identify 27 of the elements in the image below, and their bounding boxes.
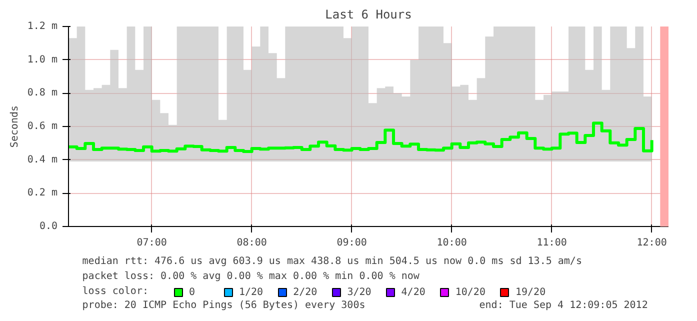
x-tick-label: 08:00 xyxy=(236,238,267,248)
y-tick-label: 1.2 m xyxy=(27,21,58,32)
x-tick-label: 10:00 xyxy=(436,238,467,248)
legend-label: 2/20 xyxy=(293,286,318,298)
y-axis-title: Seconds xyxy=(9,105,20,148)
text: end: Tue Sep 4 12:09:05 2012 xyxy=(479,300,648,311)
legend-label: 19/20 xyxy=(515,286,546,298)
legend-label: 0 xyxy=(189,286,196,298)
x-tick-label: 12:00 xyxy=(636,238,667,248)
y-tick-label: 0.4 m xyxy=(27,154,58,166)
legend-label: 4/20 xyxy=(401,286,426,298)
legend-label: 1/20 xyxy=(239,286,264,298)
y-tick-label: 0.0 xyxy=(39,221,58,232)
chart-title: Last 6 Hours xyxy=(325,8,412,22)
x-tick-label: 11:00 xyxy=(536,238,567,248)
text: packet loss: 0.00 % avg 0.00 % max 0.00 % min 0.00 % now xyxy=(82,271,420,282)
legend-label: 10/20 xyxy=(455,286,486,298)
text: median rtt: 476.6 us avg 603.9 us max 438.8 us min 504.5 us now 0.0 ms sd 13.5 am/s xyxy=(82,256,582,267)
x-tick-label: 09:00 xyxy=(336,238,367,248)
legend-label: 3/20 xyxy=(347,286,372,298)
y-tick-label: 0.8 m xyxy=(27,88,58,99)
y-tick-label: 0.6 m xyxy=(27,121,58,132)
y-tick-label: 0.2 m xyxy=(27,188,58,199)
x-tick-label: 07:00 xyxy=(136,238,167,248)
text: probe: 20 ICMP Echo Pings (56 Bytes) every 300s xyxy=(82,300,366,311)
legend-title: loss color: xyxy=(82,286,149,297)
y-tick-label: 1.0 m xyxy=(27,54,58,66)
